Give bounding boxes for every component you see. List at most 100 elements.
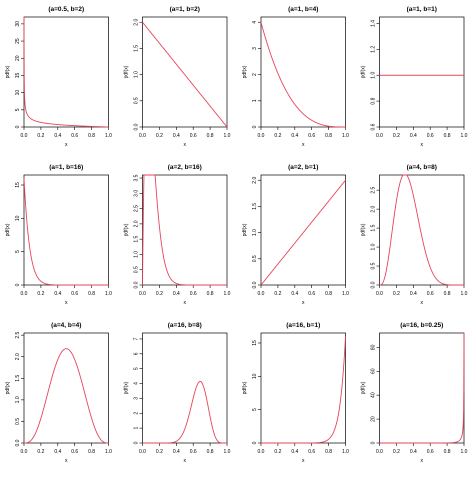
y-tick-label: 2.0 (134, 220, 140, 227)
x-tick-label: 0.6 (71, 291, 78, 297)
x-tick-label: 0.6 (190, 291, 197, 297)
y-tick-label: 5 (15, 250, 21, 253)
y-tick-label: 0 (371, 441, 377, 444)
y-tick-label: 10 (252, 373, 258, 379)
x-tick-label: 1.0 (461, 133, 468, 139)
x-tick-label: 0.2 (274, 449, 281, 455)
x-tick-label: 1.0 (105, 133, 112, 139)
y-tick-label: 20 (15, 55, 21, 61)
y-axis-label: pdf(x) (242, 223, 248, 236)
panel-10: (a=16, b=8) 0.0 0.2 0.4 0.6 0.8 1.0 0 1 2 3 4 5 6 7 x pd… (124, 322, 231, 464)
x-tick-label: 0.2 (274, 133, 281, 139)
x-axis-label: x (184, 458, 187, 464)
y-tick-label: 1 (252, 99, 258, 102)
panel-title: (a=1, b=16) (49, 164, 83, 171)
y-tick-label: 3.0 (134, 190, 140, 197)
panel-title: (a=2, b=1) (288, 164, 318, 171)
y-tick-label: 20 (371, 416, 377, 422)
x-tick-label: 0.2 (393, 449, 400, 455)
x-tick-label: 0.2 (156, 449, 163, 455)
y-axis-label: pdf(x) (242, 65, 248, 78)
x-axis-label: x (65, 458, 68, 464)
y-tick-label: 1.2 (371, 46, 377, 53)
x-tick-label: 1.0 (342, 449, 349, 455)
y-tick-label: 0.5 (15, 418, 21, 425)
y-axis-label: pdf(x) (361, 381, 367, 394)
x-tick-label: 0.0 (21, 133, 28, 139)
y-tick-label: 2.5 (15, 331, 21, 338)
plot-frame (142, 332, 228, 444)
y-tick-label: 1.5 (15, 375, 21, 382)
y-tick-label: 30 (15, 21, 21, 27)
x-tick-label: 0.2 (37, 133, 44, 139)
y-tick-label: 0.0 (252, 281, 258, 288)
y-tick-label: 6 (134, 352, 140, 355)
y-tick-label: 3 (134, 397, 140, 400)
y-tick-label: 7 (134, 337, 140, 340)
x-tick-label: 0.0 (376, 133, 383, 139)
x-tick-label: 0.2 (393, 291, 400, 297)
x-tick-label: 0.4 (54, 449, 61, 455)
plot-frame (260, 332, 346, 444)
plot-frame (142, 16, 228, 128)
y-tick-label: 2.0 (134, 19, 140, 26)
panel-7: (a=2, b=1) 0.0 0.2 0.4 0.6 0.8 1.0 0.0 0.5 1.0 1.5… (242, 164, 349, 306)
y-axis-label: pdf(x) (361, 65, 367, 78)
density-curve (23, 16, 109, 128)
y-tick-label: 3.5 (134, 174, 140, 181)
density-curve (379, 332, 465, 444)
x-tick-label: 1.0 (342, 133, 349, 139)
x-tick-label: 0.8 (444, 449, 451, 455)
y-axis-label: pdf(x) (124, 223, 130, 236)
x-tick-label: 0.0 (21, 449, 28, 455)
panel-title: (a=4, b=4) (51, 322, 81, 329)
x-tick-label: 0.6 (427, 133, 434, 139)
y-tick-label: 4 (252, 21, 258, 24)
x-tick-label: 0.0 (376, 291, 383, 297)
x-axis-label: x (302, 458, 305, 464)
x-tick-label: 0.2 (37, 291, 44, 297)
y-tick-label: 1.5 (134, 45, 140, 52)
y-tick-label: 0 (134, 441, 140, 444)
y-tick-label: 1.5 (371, 224, 377, 231)
density-curve (260, 22, 346, 128)
y-tick-label: 1.5 (252, 203, 258, 210)
x-tick-label: 0.0 (139, 133, 146, 139)
x-tick-label: 0.0 (258, 133, 265, 139)
y-tick-label: 2.0 (371, 205, 377, 212)
y-tick-label: 80 (371, 344, 377, 350)
x-tick-label: 1.0 (105, 449, 112, 455)
y-tick-label: 0 (15, 283, 21, 286)
y-tick-label: 1.0 (134, 251, 140, 258)
y-axis-label: pdf(x) (5, 381, 11, 394)
panel-title: (a=1, b=1) (407, 6, 437, 13)
x-tick-label: 0.2 (37, 449, 44, 455)
panel-title: (a=1, b=4) (288, 6, 318, 13)
plot-frame (260, 16, 346, 128)
density-curve (142, 21, 228, 128)
y-axis-label: pdf(x) (5, 65, 11, 78)
panel-9: (a=4, b=4) 0.0 0.2 0.4 0.6 0.8 1.0 0.0 0.5 1.0 1.5… (5, 322, 112, 464)
panel-title: (a=2, b=16) (168, 164, 202, 171)
y-tick-label: 10 (15, 215, 21, 221)
panel-title: (a=4, b=8) (407, 164, 437, 171)
y-tick-label: 0 (252, 441, 258, 444)
x-tick-label: 0.6 (308, 449, 315, 455)
y-tick-label: 5 (252, 408, 258, 411)
x-tick-label: 0.6 (308, 291, 315, 297)
y-tick-label: 1.0 (15, 396, 21, 403)
y-tick-label: 2 (134, 412, 140, 415)
y-tick-label: 0.8 (371, 97, 377, 104)
x-tick-label: 0.2 (274, 291, 281, 297)
plot-frame (379, 174, 465, 286)
y-tick-label: 2 (252, 73, 258, 76)
x-tick-label: 0.4 (410, 291, 417, 297)
panel-title: (a=1, b=2) (170, 6, 200, 13)
x-axis-label: x (421, 300, 424, 306)
x-tick-label: 0.2 (393, 133, 400, 139)
y-tick-label: 15 (15, 72, 21, 78)
y-tick-label: 1.4 (371, 20, 377, 27)
x-tick-label: 1.0 (461, 291, 468, 297)
y-axis-label: pdf(x) (124, 65, 130, 78)
x-tick-label: 0.6 (190, 133, 197, 139)
